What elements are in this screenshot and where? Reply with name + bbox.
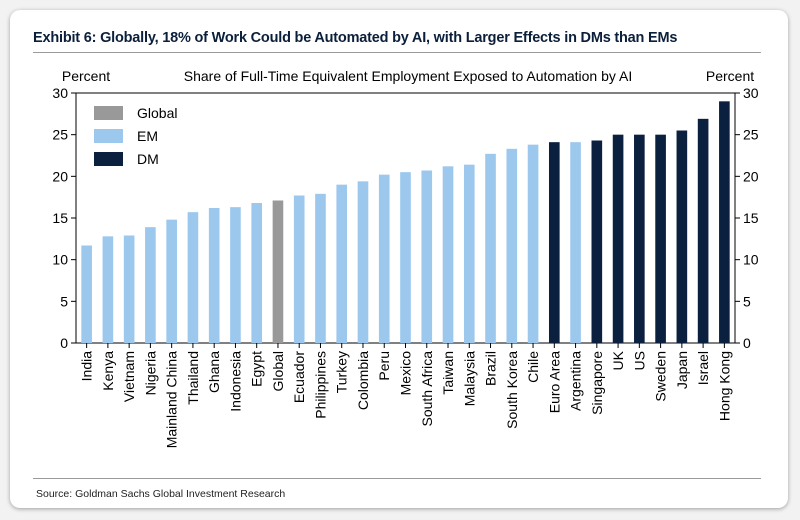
source-divider [33,478,761,479]
y-tick-label-right: 25 [743,127,759,143]
y-tick-label-left: 0 [60,335,68,351]
x-tick-label: Singapore [589,351,605,415]
x-tick-label: South Korea [504,351,520,429]
y-tick-label-left: 10 [52,252,68,268]
y-tick-label-left: 5 [60,293,68,309]
x-tick-label: Colombia [355,351,371,410]
bar-mainland-china [166,219,177,343]
bar-colombia [357,181,369,343]
bar-ghana [208,208,220,343]
y-axis-title-right: Percent [706,68,754,84]
bar-singapore [591,140,603,343]
exhibit-title: Exhibit 6: Globally, 18% of Work Could b… [33,30,678,46]
bar-turkey [336,184,348,343]
bar-vietnam [123,235,135,343]
y-tick-label-left: 15 [52,210,68,226]
bar-uk [612,134,624,343]
x-tick-label: Indonesia [227,351,243,412]
legend-label-global: Global [137,105,177,121]
bar-egypt [251,203,263,343]
y-tick-label-right: 30 [743,85,759,101]
bar-us [634,134,645,343]
bar-hong-kong [719,101,730,343]
y-tick-label-right: 15 [743,210,759,226]
bar-japan [676,130,688,343]
y-tick-label-left: 25 [52,127,68,143]
legend-swatch-em [94,129,123,143]
bar-malaysia [463,164,475,343]
x-tick-label: Global [270,351,286,391]
y-tick-label-left: 30 [52,85,68,101]
x-tick-label: US [631,351,647,370]
bar-thailand [187,212,199,343]
bar-nigeria [145,227,156,343]
x-tick-label: Turkey [334,351,350,393]
x-tick-label: Euro Area [546,351,562,413]
bar-taiwan [442,166,454,343]
y-axis-title-left: Percent [62,68,110,84]
x-tick-label: Argentina [568,351,584,411]
x-tick-label: Mainland China [164,351,180,448]
x-tick-label: Taiwan [440,351,456,395]
x-tick-label: Sweden [653,351,669,402]
x-tick-label: Ghana [206,351,222,393]
x-tick-label: Philippines [312,351,328,419]
x-tick-label: UK [610,350,626,370]
y-tick-label-right: 20 [743,168,759,184]
bar-chile [527,144,539,343]
x-tick-label: Ecuador [291,351,307,403]
bar-south-africa [421,170,433,343]
x-tick-label: Brazil [483,351,499,386]
bar-indonesia [230,207,241,343]
x-tick-label: Mexico [398,351,414,396]
x-tick-label: Nigeria [142,351,158,396]
y-tick-label-right: 10 [743,252,759,268]
bar-euro-area [548,142,560,343]
x-tick-label: Chile [525,351,541,383]
title-divider [33,52,761,53]
x-tick-label: Israel [695,351,711,385]
x-tick-label: Japan [674,351,690,389]
bar-ecuador [293,195,305,343]
x-tick-label: South Africa [419,351,435,427]
x-tick-label: Vietnam [121,351,137,402]
legend-swatch-global [94,106,123,120]
source-note: Source: Goldman Sachs Global Investment … [36,488,286,500]
legend-label-em: EM [137,128,158,144]
x-tick-label: Kenya [100,351,116,391]
bar-mexico [400,172,411,343]
x-tick-label: Peru [376,351,392,381]
x-tick-label: Hong Kong [716,351,732,421]
x-tick-label: Malaysia [461,351,477,406]
chart-subtitle: Share of Full-Time Equivalent Employment… [184,68,633,84]
bar-south-korea [506,148,518,343]
bar-brazil [485,153,496,343]
bar-sweden [655,134,666,343]
bar-global [272,200,284,343]
y-tick-label-right: 5 [743,293,751,309]
legend-swatch-dm [94,152,123,166]
y-tick-label-left: 20 [52,168,68,184]
bar-israel [697,118,709,343]
bar-india [81,245,92,343]
bar-argentina [570,142,581,343]
y-tick-label-right: 0 [743,335,751,351]
bar-philippines [315,193,326,343]
x-tick-label: India [79,351,95,382]
bar-kenya [102,236,114,343]
bar-peru [378,174,390,343]
legend-label-dm: DM [137,151,159,167]
x-tick-label: Egypt [249,351,265,387]
x-tick-label: Thailand [185,351,201,405]
